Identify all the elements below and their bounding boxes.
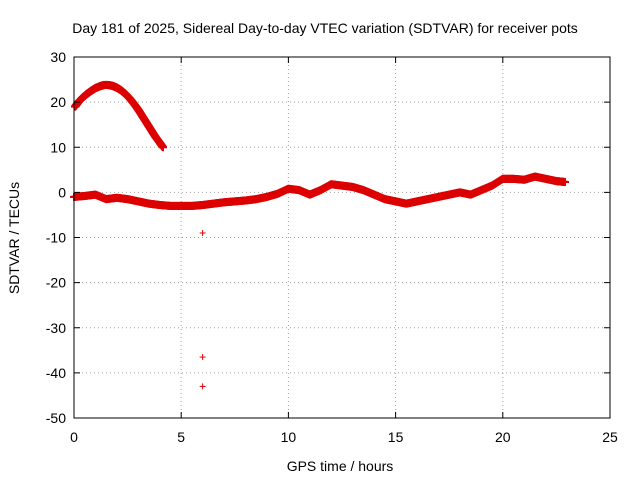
grid-lines [74, 57, 610, 418]
y-tick-label: 10 [50, 139, 66, 155]
data-point [560, 177, 569, 186]
data-point [199, 354, 206, 361]
y-tick-label: -10 [46, 230, 66, 246]
y-tick-label: 20 [50, 94, 66, 110]
y-tick-label: -20 [46, 275, 66, 291]
x-tick-label: 25 [602, 429, 618, 445]
x-tick-label: 10 [281, 429, 297, 445]
x-tick-label: 15 [388, 429, 404, 445]
x-axis-label: GPS time / hours [287, 458, 394, 474]
data-point [158, 143, 167, 152]
y-tick-label: -30 [46, 320, 66, 336]
x-tick-label: 5 [177, 429, 185, 445]
data-point [199, 383, 206, 390]
y-axis-label: SDTVAR / TECUs [6, 182, 22, 294]
y-tick-label: 30 [50, 49, 66, 65]
data-point [199, 229, 206, 236]
y-tick-label: -50 [46, 410, 66, 426]
x-tick-label: 0 [70, 429, 78, 445]
y-tick-label: 0 [58, 184, 66, 200]
axis-ticks: 0 5 10 15 20 25 -50 -40 -30 -20 -10 0 10 20 30 [46, 49, 618, 445]
data-points [70, 80, 569, 390]
y-tick-label: -40 [46, 365, 66, 381]
x-tick-label: 20 [495, 429, 511, 445]
chart-title: Day 181 of 2025, Sidereal Day-to-day VTE… [72, 20, 578, 36]
